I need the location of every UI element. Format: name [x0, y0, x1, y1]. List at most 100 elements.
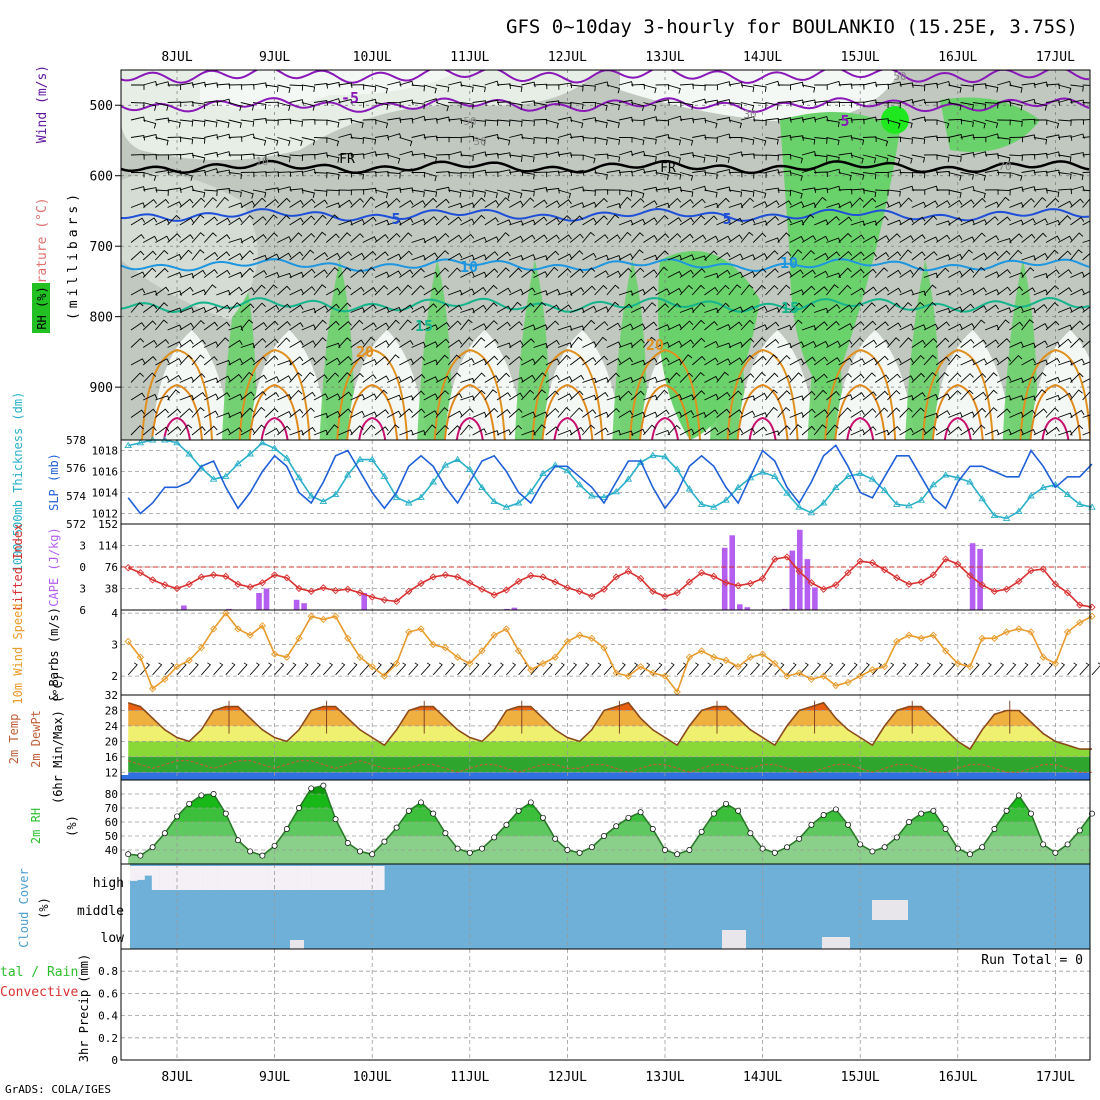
wind-barb	[240, 153, 255, 160]
lifted-index-line-point	[417, 579, 425, 588]
wind-barb	[386, 270, 402, 278]
wind-barb	[252, 302, 266, 313]
wind-barb	[460, 357, 475, 366]
wind-barb	[521, 324, 536, 331]
wind-barb	[448, 289, 463, 296]
wind-barb	[655, 151, 670, 157]
temp-band	[128, 756, 1090, 773]
wind-barb	[594, 197, 608, 208]
thickness-line-point	[1076, 500, 1084, 507]
wind-barb	[679, 339, 694, 348]
wind-barb	[765, 137, 779, 145]
wind-barb	[521, 338, 535, 348]
wind-barb	[399, 319, 412, 331]
wind-barb	[386, 197, 401, 208]
rh2m-line-point	[1003, 807, 1010, 814]
rh2m-line-point	[235, 837, 241, 844]
cape-bar	[181, 605, 187, 610]
thickness-line-point	[185, 450, 193, 457]
wind-barb	[240, 391, 255, 401]
wind-barb	[618, 303, 633, 313]
wind-barb	[155, 426, 170, 436]
thickness-line-point	[868, 475, 877, 482]
wind-barb	[338, 391, 353, 401]
date-label-bottom: 9JUL	[259, 1070, 290, 1085]
wind-barb	[789, 135, 804, 141]
wind-barb	[1082, 171, 1090, 173]
wind-barb	[228, 286, 243, 296]
cape-bar	[263, 588, 270, 610]
wind-barb	[704, 154, 718, 163]
wind-barb	[301, 102, 315, 111]
thickness-line-point	[697, 500, 706, 507]
thickness-line-point	[929, 480, 938, 488]
wind-barb	[1082, 198, 1090, 208]
thickness-line-point	[588, 492, 596, 499]
wind-barb	[1070, 249, 1083, 261]
wind-barb	[204, 189, 218, 197]
thickness-line-point	[1039, 483, 1047, 491]
wind-barb	[704, 137, 718, 144]
wind-barb	[508, 267, 523, 278]
wind-barb	[838, 407, 852, 418]
wind-barb	[606, 119, 620, 129]
wind-barb	[679, 83, 694, 90]
wind-barb	[155, 286, 170, 296]
wind-barb	[569, 426, 585, 436]
thickness-line-point	[758, 468, 767, 475]
wind-speed-label: 10m Wind Speed	[11, 603, 25, 704]
rh2m-line-point	[186, 800, 193, 807]
high-cloud-gap	[180, 866, 189, 890]
rh2m-line-point	[906, 819, 912, 825]
high-rh-region	[222, 260, 257, 440]
wind-barb	[972, 287, 987, 296]
contour-label: 15	[415, 317, 433, 335]
rh2m-line-point	[174, 813, 180, 820]
wind-barb	[935, 372, 949, 383]
lifted-index-line-point	[880, 566, 889, 574]
thickness-line-point	[295, 473, 303, 481]
rh2m-line-point	[283, 826, 290, 832]
wind-barb	[667, 424, 681, 436]
lifted-index-line-point	[344, 585, 352, 593]
wind-barb	[1009, 377, 1024, 383]
wind-barb-10m	[908, 662, 919, 676]
wind-barb	[801, 285, 816, 296]
wind-barb	[948, 323, 963, 331]
wind-barb	[289, 251, 304, 261]
wind-barb-10m	[969, 662, 980, 676]
wind-barb	[1021, 376, 1036, 383]
wind-barb	[887, 136, 902, 143]
wind-barb	[374, 134, 390, 141]
wind-speed-line-point	[319, 615, 328, 624]
wind-barb	[264, 391, 280, 401]
wind-barb	[167, 233, 181, 243]
wind-barb	[325, 393, 341, 401]
wind-barb	[862, 286, 877, 296]
wind-barb	[569, 268, 584, 278]
axis-tick-label: 152	[98, 518, 118, 531]
wind-barb	[582, 305, 597, 313]
wind-barb	[313, 99, 329, 106]
wind-barb	[472, 236, 487, 243]
wind-barb	[704, 235, 719, 243]
axis-tick-label: 0.2	[98, 1032, 118, 1045]
wind-barb	[362, 424, 376, 436]
wind-barb	[631, 150, 646, 157]
wind-barb	[911, 290, 927, 297]
wind-barb	[460, 271, 475, 278]
wind-barb	[618, 116, 634, 123]
wind-barb	[350, 119, 364, 129]
wind-barb	[374, 340, 390, 348]
thickness-line-point	[209, 475, 218, 482]
wind-barb	[423, 98, 439, 104]
wind-barb	[740, 427, 756, 436]
wind-barb	[203, 232, 217, 243]
temp-contour-15	[121, 296, 1090, 314]
rh-legend-label: RH (%)	[35, 286, 49, 329]
high-cloud-gap	[137, 866, 145, 880]
wind-barb	[814, 187, 829, 194]
date-label-bottom: 14JUL	[743, 1070, 782, 1085]
